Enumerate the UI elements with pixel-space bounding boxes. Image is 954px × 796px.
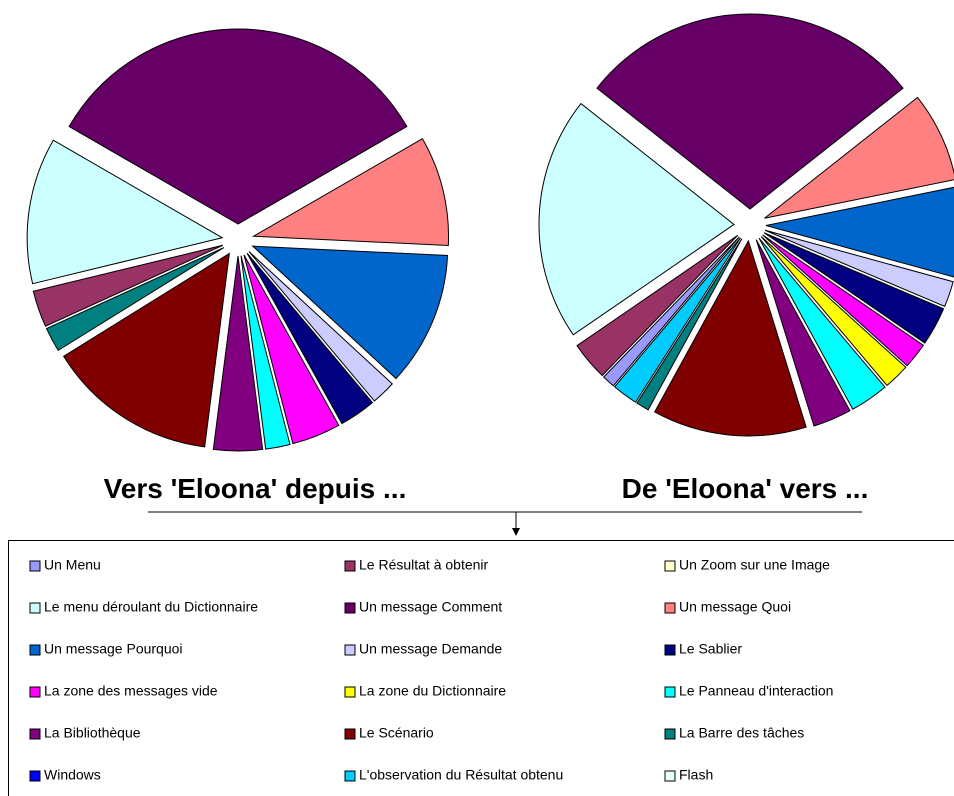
legend-label: Un message Quoi: [679, 599, 791, 615]
legend-label: Le menu déroulant du Dictionnaire: [44, 599, 258, 615]
pie-slice: [636, 238, 743, 411]
legend-swatch: [664, 770, 676, 782]
pie-slice: [212, 255, 264, 452]
legend-swatch: [664, 602, 676, 614]
pie-slice: [654, 239, 807, 437]
legend-swatch: [29, 602, 41, 614]
legend-label: La zone des messages vide: [44, 683, 218, 699]
legend-label: Flash: [679, 767, 713, 783]
legend-label: Un message Comment: [359, 599, 502, 615]
legend-swatch: [664, 686, 676, 698]
legend-swatch: [344, 602, 356, 614]
pie-slice: [763, 232, 945, 344]
pie-slice: [762, 234, 925, 367]
pie-slice: [68, 28, 408, 225]
pie-slice: [251, 138, 450, 247]
legend-swatch: [29, 686, 41, 698]
legend-swatch: [344, 644, 356, 656]
legend-label: Le Scénario: [359, 725, 434, 741]
pie-slice: [760, 236, 907, 387]
legend-label: Un message Pourquoi: [44, 641, 183, 657]
legend-box: [8, 540, 954, 796]
legend-label: Windows: [44, 767, 101, 783]
legend-label: Le Résultat à obtenir: [359, 557, 489, 573]
legend-swatch: [344, 770, 356, 782]
pie-slice: [240, 255, 291, 450]
legend-label: L'observation du Résultat obtenu: [359, 767, 563, 783]
pie-slice: [765, 186, 954, 278]
pie-slice: [602, 236, 740, 387]
legend-swatch: [29, 728, 41, 740]
legend-swatch: [29, 560, 41, 572]
legend-label: La Bibliothèque: [44, 725, 141, 741]
legend-label: La zone du Dictionnaire: [359, 683, 506, 699]
legend-swatch: [344, 728, 356, 740]
pie-slice: [26, 139, 224, 285]
pie-slice: [32, 244, 224, 327]
pie-slice: [243, 254, 340, 445]
pie-slice: [758, 237, 886, 410]
pie-slice: [62, 252, 230, 448]
legend-label: Un Zoom sur une Image: [679, 557, 830, 573]
pie-slice: [596, 13, 904, 210]
legend-label: Le Sablier: [679, 641, 742, 657]
legend-label: Un message Demande: [359, 641, 502, 657]
legend-swatch: [29, 644, 41, 656]
legend-label: Un Menu: [44, 557, 101, 573]
legend-swatch: [29, 770, 41, 782]
pie-slice: [45, 247, 225, 352]
pie-slice: [538, 102, 735, 336]
legend-swatch: [344, 560, 356, 572]
pie-slice: [764, 229, 954, 308]
legend-label: Le Panneau d'interaction: [679, 683, 833, 699]
pie-slice: [755, 239, 851, 427]
pie-slice: [246, 252, 374, 425]
pie-slice: [764, 96, 954, 219]
pie-slice: [613, 237, 741, 403]
legend-swatch: [344, 686, 356, 698]
legend-swatch: [664, 560, 676, 572]
arrow-head: [512, 528, 520, 536]
pie-slice: [576, 234, 739, 377]
pie-slice: [248, 251, 393, 402]
pie-slice: [251, 245, 449, 380]
legend-label: La Barre des tâches: [679, 725, 804, 741]
chart-title: De 'Eloona' vers ...: [622, 473, 869, 504]
legend-swatch: [664, 644, 676, 656]
chart-title: Vers 'Eloona' depuis ...: [104, 473, 407, 504]
legend-swatch: [664, 728, 676, 740]
